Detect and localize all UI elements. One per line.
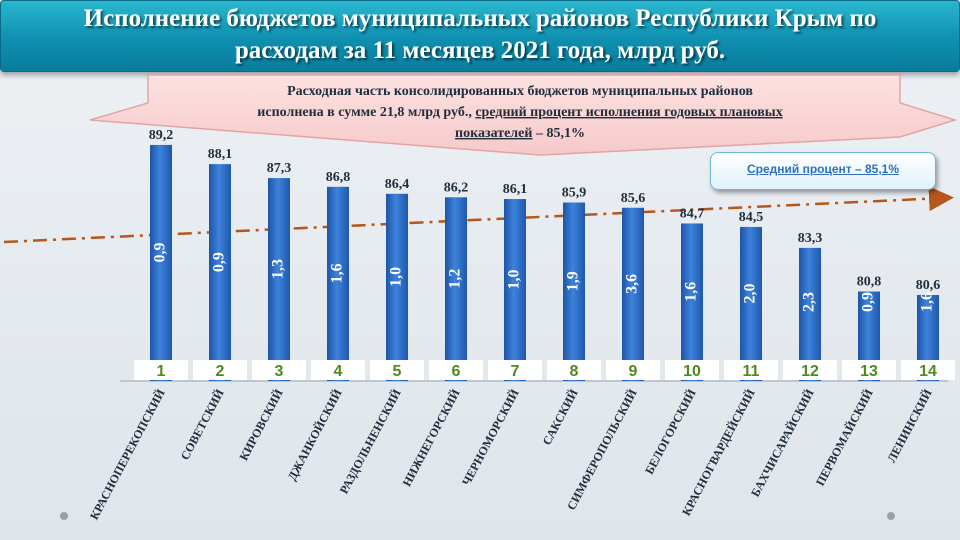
bar-4	[327, 186, 349, 381]
rank-box-13	[842, 360, 896, 380]
rank-box-14	[901, 360, 955, 380]
rank-label-10: 10	[683, 363, 701, 380]
title-line-2: расходам за 11 месяцев 2021 года, млрд р…	[234, 37, 726, 64]
rank-box-9	[606, 360, 660, 380]
bar-8	[563, 202, 585, 381]
rank-box-8	[547, 360, 601, 380]
rank-label-13: 13	[860, 363, 878, 380]
bar-9	[622, 207, 644, 381]
bar-13	[858, 291, 880, 381]
rank-box-12	[783, 360, 837, 380]
value-label-8: 85,9	[562, 186, 587, 201]
category-label-1: КРАСНОПЕРЕКОПСКИЙ	[87, 386, 168, 522]
amount-label-6: 1,2	[447, 269, 464, 289]
rank-box-11	[724, 360, 778, 380]
bar-10	[681, 223, 703, 381]
amount-label-3: 1,3	[270, 259, 287, 279]
value-label-1: 89,2	[149, 128, 174, 143]
category-label-6: НИЖНЕГОРСКИЙ	[400, 386, 463, 489]
rank-box-6	[429, 360, 483, 380]
amount-label-8: 1,9	[565, 271, 582, 291]
rank-label-1: 1	[157, 363, 166, 380]
amount-label-4: 1,6	[329, 263, 346, 283]
rank-label-11: 11	[743, 363, 760, 380]
category-label-3: КИРОВСКИЙ	[236, 386, 286, 463]
category-label-9: СИМФЕРОПОЛЬСКИЙ	[564, 386, 640, 512]
rank-label-12: 12	[801, 363, 819, 380]
bar-6	[445, 197, 467, 381]
value-label-11: 84,5	[739, 210, 764, 225]
value-label-2: 88,1	[208, 147, 233, 162]
page-title: Исполнение бюджетов муниципальных районо…	[0, 3, 960, 67]
summary-banner	[89, 74, 958, 156]
rank-box-5	[370, 360, 424, 380]
amount-label-12: 2,3	[801, 292, 818, 312]
rank-box-3	[252, 360, 306, 380]
rank-label-2: 2	[216, 363, 225, 380]
value-label-4: 86,8	[326, 170, 351, 185]
rank-label-8: 8	[570, 363, 579, 380]
rank-box-7	[488, 360, 542, 380]
category-label-7: ЧЕРНОМОРСКИЙ	[459, 386, 522, 488]
value-label-7: 86,1	[503, 182, 528, 197]
bar-12	[799, 247, 821, 381]
category-label-13: ПЕРВОМАЙСКИЙ	[813, 386, 876, 488]
bar-14	[917, 295, 939, 381]
category-label-14: ЛЕНИНСКИЙ	[884, 386, 935, 465]
average-callout: Средний процент – 85,1%	[710, 152, 936, 190]
slide-dot-left	[60, 512, 68, 520]
rank-label-9: 9	[629, 363, 638, 380]
slide-dot-right	[887, 512, 895, 520]
value-label-9: 85,6	[621, 191, 646, 206]
bar-2	[209, 164, 231, 381]
rank-label-7: 7	[511, 363, 520, 380]
banner-line-2: исполнена в сумме 21,8 млрд руб., средни…	[257, 105, 782, 120]
rank-box-4	[311, 360, 365, 380]
amount-label-9: 3,6	[624, 274, 641, 294]
value-label-13: 80,8	[857, 275, 882, 290]
title-line-1: Исполнение бюджетов муниципальных районо…	[83, 5, 877, 32]
rank-box-10	[665, 360, 719, 380]
category-label-12: БАХЧИСАРАЙСКИЙ	[748, 386, 817, 499]
amount-label-2: 0,9	[211, 252, 228, 272]
amount-label-10: 1,6	[683, 282, 700, 302]
category-label-8: САКСКИЙ	[540, 386, 581, 447]
value-label-5: 86,4	[385, 177, 410, 192]
amount-label-11: 2,0	[742, 283, 759, 303]
bar-1	[150, 144, 172, 381]
title-bar	[0, 0, 960, 72]
value-label-3: 87,3	[267, 161, 292, 176]
bar-7	[504, 199, 526, 381]
bar-11	[740, 226, 762, 381]
amount-label-14: 1,6	[919, 292, 936, 312]
category-label-10: БЕЛОГОРСКИЙ	[642, 386, 699, 476]
rank-box-1	[134, 360, 188, 380]
amount-label-5: 1,0	[388, 267, 405, 287]
bar-5	[386, 193, 408, 381]
amount-label-13: 0,9	[860, 292, 877, 312]
banner-line-3: показателей – 85,1%	[455, 126, 585, 141]
amount-label-1: 0,9	[152, 242, 169, 262]
rank-label-14: 14	[919, 363, 937, 380]
value-label-10: 84,7	[680, 206, 705, 221]
category-label-4: ДЖАНКОЙСКИЙ	[285, 386, 345, 483]
category-label-2: СОВЕТСКИЙ	[178, 386, 227, 462]
rank-label-5: 5	[393, 363, 402, 380]
bar-3	[268, 178, 290, 381]
rank-box-2	[193, 360, 247, 380]
value-label-14: 80,6	[916, 278, 941, 293]
amount-label-7: 1,0	[506, 270, 523, 290]
rank-label-6: 6	[452, 363, 461, 380]
value-label-6: 86,2	[444, 180, 469, 195]
value-label-12: 83,3	[798, 231, 823, 246]
banner-line-1: Расходная часть консолидированных бюджет…	[287, 84, 753, 99]
rank-label-3: 3	[275, 363, 284, 380]
rank-label-4: 4	[334, 363, 343, 380]
category-label-5: РАЗДОЛЬНЕНСКИЙ	[337, 386, 404, 496]
